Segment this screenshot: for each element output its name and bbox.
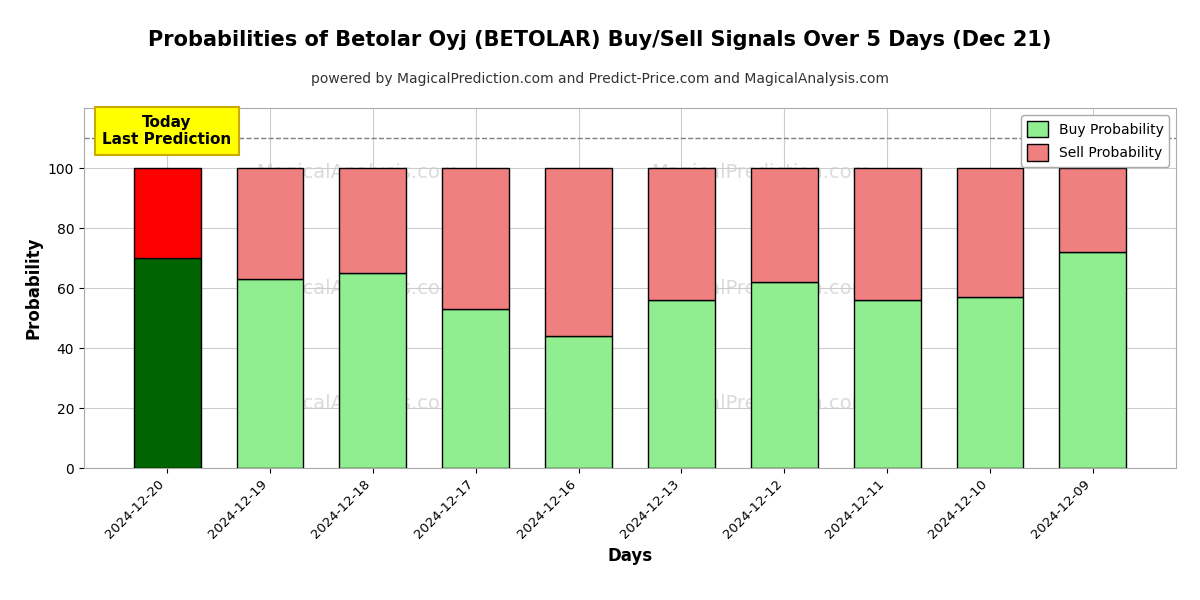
Legend: Buy Probability, Sell Probability: Buy Probability, Sell Probability — [1021, 115, 1169, 167]
Bar — [340, 168, 407, 273]
Bar — [340, 273, 407, 468]
Bar — [545, 336, 612, 468]
Bar — [133, 258, 200, 468]
Bar — [648, 300, 715, 468]
Text: MagicalPrediction.com: MagicalPrediction.com — [652, 394, 871, 413]
Text: MagicalPrediction.com: MagicalPrediction.com — [652, 163, 871, 182]
X-axis label: Days: Days — [607, 547, 653, 565]
Text: powered by MagicalPrediction.com and Predict-Price.com and MagicalAnalysis.com: powered by MagicalPrediction.com and Pre… — [311, 72, 889, 86]
Bar — [133, 168, 200, 258]
Bar — [853, 300, 920, 468]
Text: Today
Last Prediction: Today Last Prediction — [102, 115, 232, 147]
Bar — [956, 168, 1024, 297]
Bar — [443, 168, 509, 309]
Bar — [545, 168, 612, 336]
Bar — [853, 168, 920, 300]
Text: MagicalAnalysis.com: MagicalAnalysis.com — [256, 278, 458, 298]
Bar — [443, 309, 509, 468]
Bar — [236, 279, 304, 468]
Text: MagicalAnalysis.com: MagicalAnalysis.com — [256, 163, 458, 182]
Bar — [751, 282, 817, 468]
Text: MagicalPrediction.com: MagicalPrediction.com — [652, 278, 871, 298]
Bar — [1060, 168, 1127, 252]
Bar — [236, 168, 304, 279]
Bar — [1060, 252, 1127, 468]
Bar — [956, 297, 1024, 468]
Bar — [751, 168, 817, 282]
Bar — [648, 168, 715, 300]
Y-axis label: Probability: Probability — [24, 237, 42, 339]
Text: MagicalAnalysis.com: MagicalAnalysis.com — [256, 394, 458, 413]
Text: Probabilities of Betolar Oyj (BETOLAR) Buy/Sell Signals Over 5 Days (Dec 21): Probabilities of Betolar Oyj (BETOLAR) B… — [149, 30, 1051, 50]
